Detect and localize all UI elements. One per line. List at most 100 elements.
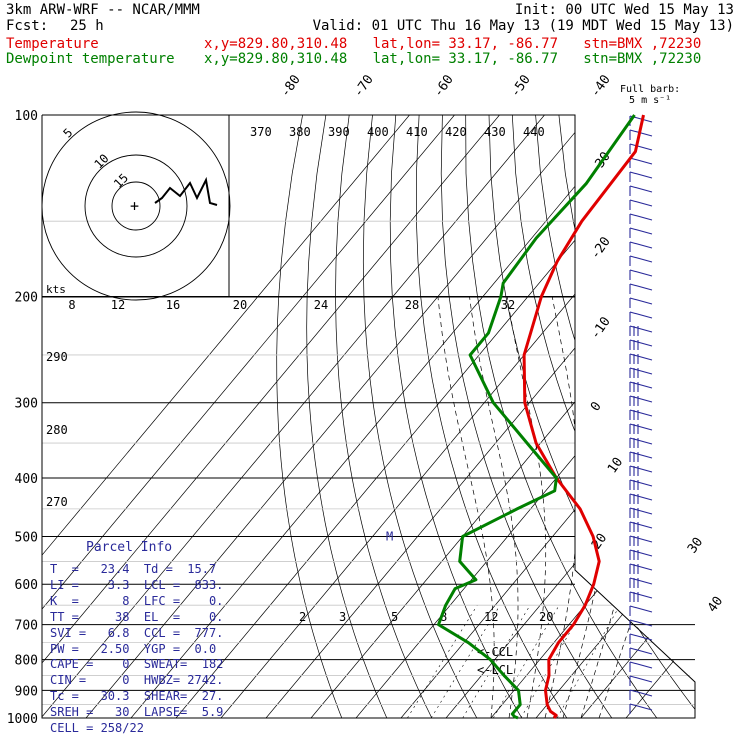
pressure-label: 1000 bbox=[7, 712, 38, 727]
isotherm-line bbox=[445, 115, 695, 718]
hodograph-ring bbox=[41, 111, 231, 301]
speed-tick-label: 16 bbox=[166, 298, 180, 312]
dry-adiabat bbox=[416, 115, 568, 718]
barb-staff bbox=[629, 143, 653, 151]
wind-barb bbox=[629, 619, 653, 630]
isotherm-label: 0 bbox=[588, 399, 605, 414]
isotherm-line bbox=[42, 115, 410, 718]
profile-annotation: M bbox=[386, 529, 393, 543]
isotherm-line bbox=[355, 115, 695, 718]
dry-adiabat bbox=[335, 115, 433, 718]
wind-barb bbox=[629, 367, 653, 378]
isotherm-label: -80 bbox=[278, 72, 304, 100]
barb-staff bbox=[629, 479, 653, 487]
parcel-info-line: SREH = 30 LAPSE= 5.9 bbox=[50, 705, 224, 720]
theta-label-left: 270 bbox=[46, 495, 68, 509]
theta-label: 420 bbox=[445, 125, 467, 139]
wind-barb bbox=[629, 577, 653, 588]
barb-staff bbox=[629, 185, 653, 193]
wind-barb bbox=[629, 689, 653, 700]
legend-temperature: Temperature bbox=[6, 36, 99, 52]
wind-barbs bbox=[629, 115, 653, 714]
isotherm-line bbox=[42, 115, 500, 718]
dry-adiabat bbox=[651, 115, 695, 718]
isotherm-line bbox=[490, 115, 695, 718]
wind-barb bbox=[629, 269, 653, 280]
legend-dewpoint: Dewpoint temperature bbox=[6, 51, 175, 67]
barb-staff bbox=[629, 409, 653, 417]
frame bbox=[41, 114, 696, 719]
dry-adiabat bbox=[581, 115, 695, 718]
wind-barb bbox=[629, 171, 653, 182]
isotherm-line bbox=[625, 115, 695, 718]
mixing-ratio-line bbox=[556, 605, 621, 718]
barb-staff bbox=[629, 647, 653, 655]
pressure-label: 800 bbox=[15, 654, 38, 669]
wind-barb bbox=[629, 605, 653, 616]
barb-staff bbox=[629, 199, 653, 207]
dry-adiabat bbox=[674, 115, 695, 718]
isotherm-label: 40 bbox=[705, 594, 726, 615]
location-line-dew: x,y=829.80,310.48 lat,lon= 33.17, -86.77… bbox=[204, 51, 702, 67]
wind-barb bbox=[629, 185, 653, 196]
parcel-info-line: CIN = 0 HWBZ= 2742. bbox=[50, 673, 224, 688]
pressure-label: 600 bbox=[15, 578, 38, 593]
wind-barb bbox=[629, 507, 653, 518]
wind-barb bbox=[629, 297, 653, 308]
barb-staff bbox=[629, 549, 653, 557]
wind-barb bbox=[629, 311, 653, 322]
barb-staff bbox=[629, 535, 653, 543]
barb-staff bbox=[629, 325, 653, 333]
pressure-label: 100 bbox=[15, 109, 38, 124]
barb-staff bbox=[629, 619, 653, 627]
theta-label: 410 bbox=[406, 125, 428, 139]
isotherm-label: -40 bbox=[588, 72, 614, 100]
speed-tick-label: 32 bbox=[501, 298, 515, 312]
barb-staff bbox=[629, 563, 653, 571]
barb-staff bbox=[629, 521, 653, 529]
barb-staff bbox=[629, 283, 653, 291]
dry-adiabat bbox=[389, 115, 523, 718]
barb-staff bbox=[629, 311, 653, 319]
barb-staff bbox=[629, 171, 653, 179]
parcel-info-table: T = 23.4 Td = 15.7 LI = 3.3 LCL = 833. K =… bbox=[50, 562, 223, 737]
barb-staff bbox=[629, 213, 653, 221]
theta-label: 430 bbox=[484, 125, 506, 139]
wind-barb bbox=[629, 395, 653, 406]
barb-staff bbox=[629, 577, 653, 585]
profiles-layer bbox=[437, 114, 645, 720]
wind-barb bbox=[629, 535, 653, 546]
hodograph-ring bbox=[111, 181, 161, 231]
wind-barb bbox=[629, 339, 653, 350]
valid-time: Valid: 01 UTC Thu 16 May 13 (19 MDT Wed … bbox=[312, 18, 734, 34]
parcel-info-line: Tc = 30.3 SHEAR= 27. bbox=[50, 689, 224, 704]
speed-tick-label: 24 bbox=[314, 298, 328, 312]
mixing-ratio-label: 8 bbox=[440, 610, 447, 624]
wind-barb bbox=[629, 381, 653, 392]
wind-barb bbox=[629, 325, 653, 336]
isotherm-line bbox=[310, 115, 695, 718]
wind-barb bbox=[629, 437, 653, 448]
wind-barb bbox=[629, 283, 653, 294]
barb-staff bbox=[629, 465, 653, 473]
barb-staff bbox=[629, 493, 653, 501]
wind-barb bbox=[629, 661, 653, 672]
parcel-info-line: CELL = 258/22 bbox=[50, 721, 144, 736]
barb-staff bbox=[629, 661, 653, 669]
barb-staff bbox=[629, 423, 653, 431]
barb-staff bbox=[629, 367, 653, 375]
pressure-label: 400 bbox=[15, 472, 38, 487]
wind-barb bbox=[629, 703, 653, 714]
wind-barb bbox=[629, 255, 653, 266]
hodograph-ring bbox=[84, 154, 188, 258]
barb-staff bbox=[629, 451, 653, 459]
wind-barb bbox=[629, 549, 653, 560]
wind-barb bbox=[629, 423, 653, 434]
location-line-temp: x,y=829.80,310.48 lat,lon= 33.17, -86.77… bbox=[204, 36, 702, 52]
isotherm-line bbox=[42, 115, 545, 718]
wind-barb bbox=[629, 227, 653, 238]
barb-legend-line2: 5 m s⁻¹ bbox=[629, 95, 672, 106]
theta-label: 440 bbox=[523, 125, 545, 139]
